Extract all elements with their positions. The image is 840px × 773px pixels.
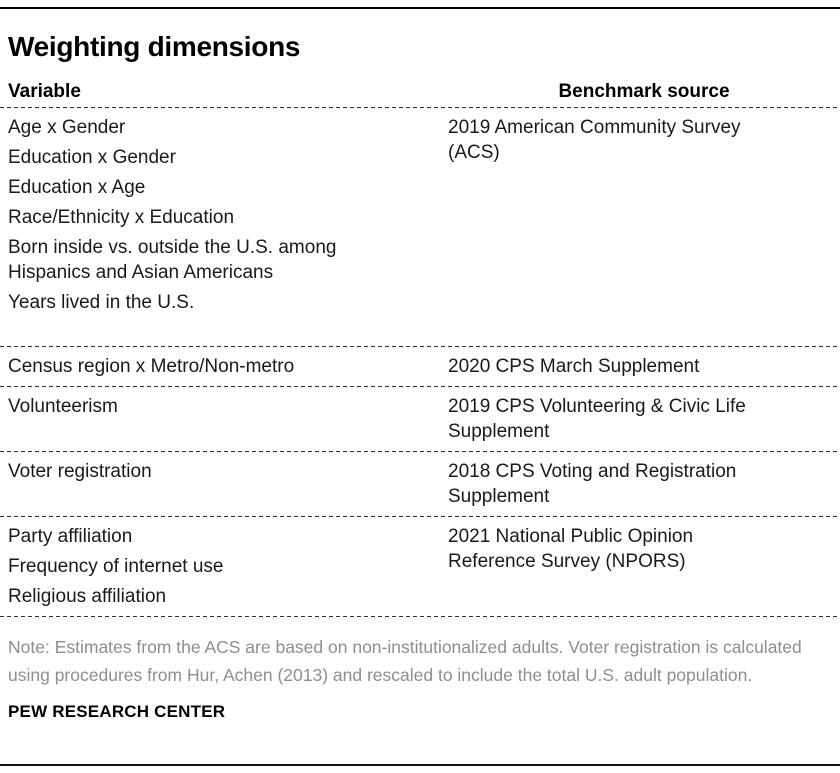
variable-cell: Voter registration	[0, 459, 448, 509]
benchmark-cell: 2019 American Community Survey (ACS)	[448, 115, 840, 315]
variable-cell: Party affiliation Frequency of internet u…	[0, 524, 448, 609]
variable-item: Years lived in the U.S.	[8, 292, 195, 313]
benchmark-cell: 2021 National Public Opinion Reference S…	[448, 524, 840, 609]
bottom-rule	[0, 764, 840, 766]
benchmark-source-text: 2019 American Community Survey (ACS)	[448, 117, 741, 163]
variable-item: Frequency of internet use	[8, 556, 224, 577]
benchmark-cell: 2019 CPS Volunteering & Civic Life Suppl…	[448, 394, 840, 444]
table-row: Age x Gender Education x Gender Education …	[0, 108, 840, 347]
variable-item: Party affiliation	[8, 526, 133, 547]
weighting-table: Variable Benchmark source Age x Gender Ed…	[0, 81, 840, 617]
variable-item: Voter registration	[8, 461, 152, 482]
variable-item: Religious affiliation	[8, 586, 167, 607]
table-row: Voter registration 2018 CPS Voting and Re…	[0, 452, 840, 517]
table-note: Note: Estimates from the ACS are based o…	[8, 637, 802, 685]
benchmark-source-text: 2021 National Public Opinion Reference S…	[448, 526, 694, 572]
variable-item: Age x Gender	[8, 117, 126, 138]
variable-cell: Census region x Metro/Non-metro	[0, 354, 448, 379]
page-title: Weighting dimensions	[8, 31, 301, 62]
table-row: Party affiliation Frequency of internet u…	[0, 517, 840, 617]
variable-item: Race/Ethnicity x Education	[8, 207, 235, 228]
column-header-variable: Variable	[8, 81, 81, 102]
variable-item: Census region x Metro/Non-metro	[8, 356, 295, 377]
variable-item: Education x Age	[8, 177, 146, 198]
benchmark-cell: 2018 CPS Voting and Registration Supplem…	[448, 459, 840, 509]
benchmark-cell: 2020 CPS March Supplement	[448, 354, 840, 379]
table-header-row: Variable Benchmark source	[0, 81, 840, 108]
benchmark-source-text: 2018 CPS Voting and Registration Supplem…	[448, 461, 737, 507]
source-attribution: PEW RESEARCH CENTER	[8, 702, 226, 721]
table-body: Age x Gender Education x Gender Education …	[0, 108, 840, 617]
benchmark-source-text: 2019 CPS Volunteering & Civic Life Suppl…	[448, 396, 746, 442]
variable-item: Education x Gender	[8, 147, 176, 168]
table-row: Census region x Metro/Non-metro 2020 CPS …	[0, 347, 840, 387]
column-header-benchmark: Benchmark source	[558, 81, 730, 102]
variable-cell: Age x Gender Education x Gender Education …	[0, 115, 448, 315]
top-rule	[0, 7, 840, 9]
table-row: Volunteerism 2019 CPS Volunteering & Civi…	[0, 387, 840, 452]
variable-cell: Volunteerism	[0, 394, 448, 444]
variable-item: Born inside vs. outside the U.S. among H…	[8, 237, 337, 283]
benchmark-source-text: 2020 CPS March Supplement	[448, 356, 700, 377]
variable-item: Volunteerism	[8, 396, 118, 417]
